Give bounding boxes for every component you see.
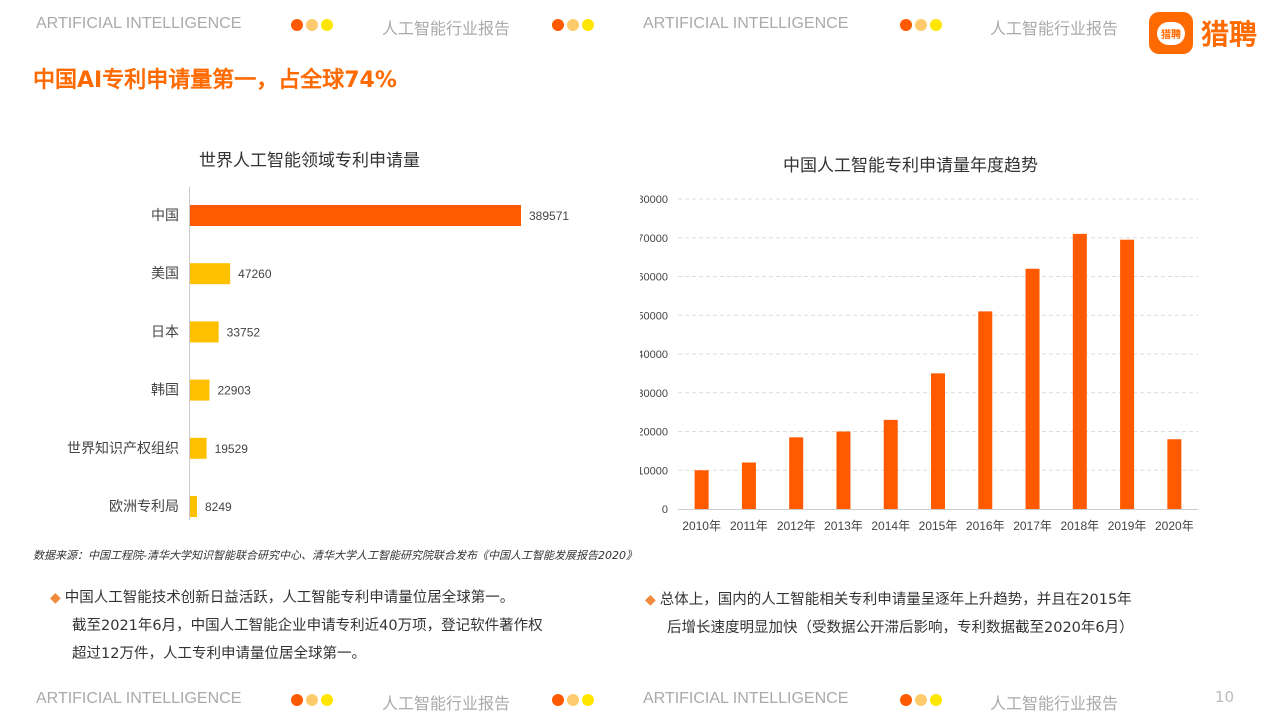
footer-banner-text: ARTIFICIAL INTELLIGENCE [36,690,242,707]
dot-icon [582,694,594,706]
logo-icon: 猎聘 [1149,12,1193,54]
y-tick-label: 30000 [640,388,668,400]
footer-banner-text: 人工智能行业报告 [382,696,511,713]
dot-icon [552,694,564,706]
x-tick-label: 2013年 [824,519,863,533]
x-tick-label: 2017年 [1013,519,1052,533]
footer-dots-decoration [291,694,333,706]
x-tick-label: 2019年 [1108,519,1147,533]
y-tick-label: 70000 [640,233,668,245]
footer-banner-text: ARTIFICIAL INTELLIGENCE [643,690,849,707]
diamond-icon: ◆ [645,592,656,608]
bar-0 [190,205,521,226]
bar-5 [190,496,198,517]
dot-icon [900,19,912,31]
logo-text: 猎聘 [1201,18,1258,51]
bar-3 [190,379,210,401]
header-dots-decoration [900,19,942,31]
header-banner-text: ARTIFICIAL INTELLIGENCE [36,15,242,32]
category-label: 日本 [151,323,179,339]
dot-icon [567,694,579,706]
china-patent-trend-chart: 0 10000 20000 30000 40000 50000 60000 70000 8000… [640,194,1198,533]
world-patent-bar-chart: 中国 389571 美国 47260 日本 33752 韩国 22903 世界知识产权组织 195… [67,187,569,520]
bar-2018年 [1072,233,1087,509]
x-tick-label: 2011年 [730,519,768,533]
bullet-right: ◆ 总体上，国内的人工智能相关专利申请量呈逐年上升趋势，并且在2015年 后增长速… [645,592,1134,636]
data-label: 389571 [529,209,569,223]
header-banner-text: 人工智能行业报告 [382,21,511,38]
dot-icon [915,694,927,706]
bar-2011年 [741,462,756,509]
x-tick-label: 2014年 [871,519,910,533]
bar-2016年 [978,311,993,509]
footer-dots-decoration [900,694,942,706]
y-tick-label: 20000 [640,427,668,439]
bar-2 [190,321,219,343]
y-tick-label: 60000 [640,272,668,284]
diamond-icon: ◆ [50,590,61,606]
bar-2015年 [931,373,945,509]
y-tick-label: 40000 [640,349,668,361]
footer-banner-text: 人工智能行业报告 [990,696,1119,713]
x-tick-label: 2015年 [919,519,958,533]
bar-2010年 [694,470,709,509]
bar-1 [190,263,231,285]
x-tick-label: 2016年 [966,519,1005,533]
y-tick-label: 80000 [640,194,668,206]
dot-icon [321,694,333,706]
category-label: 世界知识产权组织 [67,440,179,456]
category-label: 中国 [151,207,179,223]
bullet-left: ◆ 中国人工智能技术创新日益活跃，人工智能专利申请量位居全球第一。 截至2021年… [50,590,543,662]
dot-icon [567,19,579,31]
bar-2020年 [1167,439,1182,509]
left-chart-title: 世界人工智能领域专利申请量 [199,151,420,171]
dot-icon [291,19,303,31]
page-number: 10 [1214,688,1234,706]
x-tick-label: 2018年 [1060,519,1099,533]
y-tick-label: 10000 [640,465,668,477]
header-dots-decoration [291,19,333,31]
right-chart-title: 中国人工智能专利申请量年度趋势 [783,156,1038,176]
dot-icon [552,19,564,31]
x-tick-label: 2012年 [777,519,816,533]
dot-icon [291,694,303,706]
dot-icon [930,19,942,31]
data-label: 8249 [205,500,232,514]
dot-icon [321,19,333,31]
dot-icon [930,694,942,706]
y-tick-label: 50000 [640,310,668,322]
data-label: 47260 [238,267,272,281]
dot-icon [306,694,318,706]
bar-2019年 [1120,239,1135,509]
footer-dots-decoration [552,694,594,706]
bar-4 [190,437,207,459]
y-tick-label: 0 [662,504,668,516]
page-title: 中国AI专利申请量第一，占全球74% [33,68,397,93]
bar-2012年 [789,437,804,509]
data-label: 33752 [227,325,261,339]
dot-icon [582,19,594,31]
header-dots-decoration [552,19,594,31]
category-label: 美国 [151,265,179,281]
x-tick-label: 2010年 [682,519,721,533]
bar-2014年 [883,419,898,509]
dot-icon [915,19,927,31]
x-tick-label: 2020年 [1155,519,1194,533]
data-label: 22903 [217,384,251,398]
dot-icon [900,694,912,706]
header-banner-text: ARTIFICIAL INTELLIGENCE [643,15,849,32]
bar-2013年 [836,431,851,509]
data-source: 数据来源：中国工程院-清华大学知识智能联合研究中心、清华大学人工智能研究院联合发… [33,549,637,562]
dot-icon [306,19,318,31]
category-label: 欧洲专利局 [109,498,179,514]
category-label: 韩国 [151,382,179,398]
header-banner-text: 人工智能行业报告 [990,21,1119,38]
data-label: 19529 [215,442,249,456]
bar-2017年 [1025,268,1040,509]
liepin-logo: 猎聘 猎聘 [1149,12,1257,54]
